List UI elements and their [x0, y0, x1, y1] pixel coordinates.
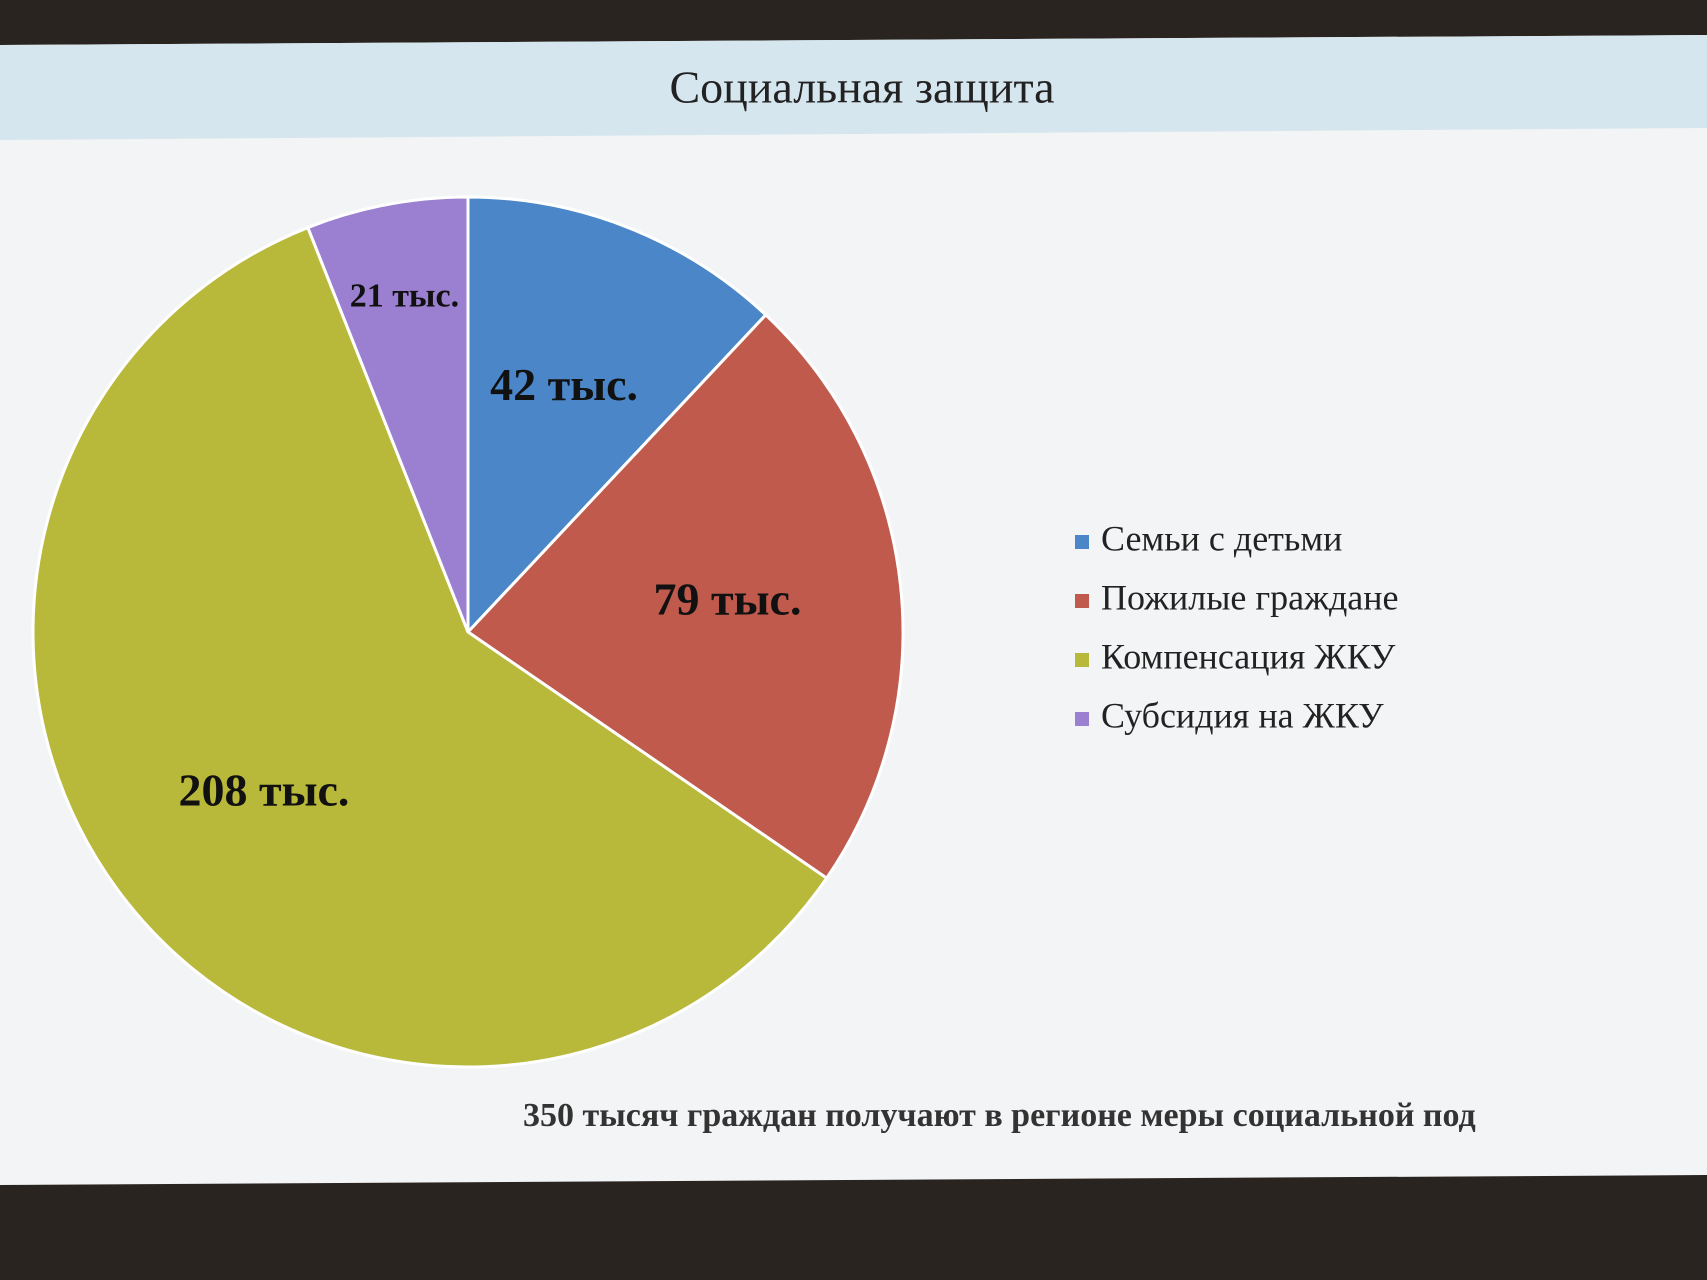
- data-label: 42 тыс.: [490, 359, 638, 410]
- note: 350 тысяч граждан получают в регионе мер…: [523, 1097, 1476, 1134]
- title-bar: [0, 35, 1707, 140]
- legend: Семьи с детьми Пожилые граждане Компенсаци…: [1075, 518, 1399, 735]
- legend-label: Субсидия на ЖКУ: [1101, 695, 1384, 735]
- legend-swatch: [1075, 653, 1089, 667]
- legend-label: Компенсация ЖКУ: [1101, 636, 1396, 676]
- legend-label: Семьи с детьми: [1101, 518, 1342, 558]
- pie-slice: [466, 195, 768, 636]
- legend-swatch: [1075, 594, 1089, 608]
- pie-slice: [305, 195, 470, 633]
- data-label: 208 тыс.: [178, 764, 349, 815]
- pie: 42 тыс. 79 тыс. 208 тыс. 21 тыс.: [31, 195, 905, 1069]
- pie-slice: [465, 312, 905, 881]
- data-label: 21 тыс.: [350, 278, 459, 315]
- data-label: 79 тыс.: [654, 574, 802, 625]
- chart-title: Социальная защита: [669, 62, 1054, 113]
- legend-label: Пожилые граждане: [1101, 577, 1399, 617]
- legend-swatch: [1075, 535, 1089, 549]
- legend-swatch: [1075, 712, 1089, 726]
- pie-slice: [31, 225, 829, 1069]
